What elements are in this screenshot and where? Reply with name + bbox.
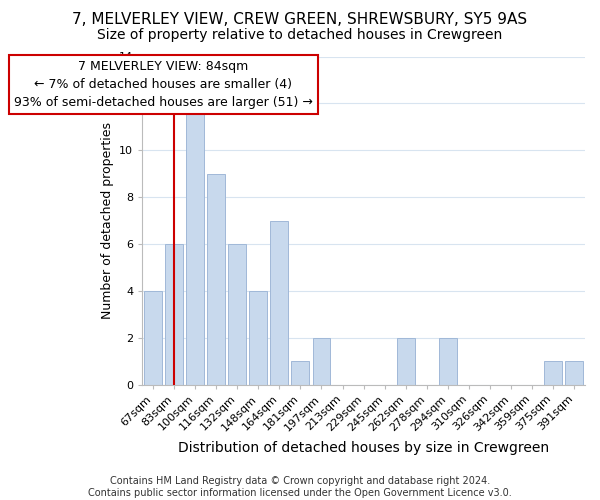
Bar [544,361,562,384]
Text: Size of property relative to detached houses in Crewgreen: Size of property relative to detached ho… [97,28,503,42]
Text: 7 MELVERLEY VIEW: 84sqm
← 7% of detached houses are smaller (4)
93% of semi-deta: 7 MELVERLEY VIEW: 84sqm ← 7% of detached… [14,60,313,109]
Text: 7, MELVERLEY VIEW, CREW GREEN, SHREWSBURY, SY5 9AS: 7, MELVERLEY VIEW, CREW GREEN, SHREWSBUR… [73,12,527,28]
Text: Contains HM Land Registry data © Crown copyright and database right 2024.
Contai: Contains HM Land Registry data © Crown c… [88,476,512,498]
Bar [292,361,310,384]
Bar [207,174,225,384]
Bar [165,244,183,384]
X-axis label: Distribution of detached houses by size in Crewgreen: Distribution of detached houses by size … [178,441,549,455]
Bar [249,291,267,384]
Bar [228,244,246,384]
Bar [144,291,162,384]
Bar [439,338,457,384]
Bar [271,220,288,384]
Y-axis label: Number of detached properties: Number of detached properties [101,122,113,319]
Bar [313,338,331,384]
Bar [186,104,204,384]
Bar [565,361,583,384]
Bar [397,338,415,384]
